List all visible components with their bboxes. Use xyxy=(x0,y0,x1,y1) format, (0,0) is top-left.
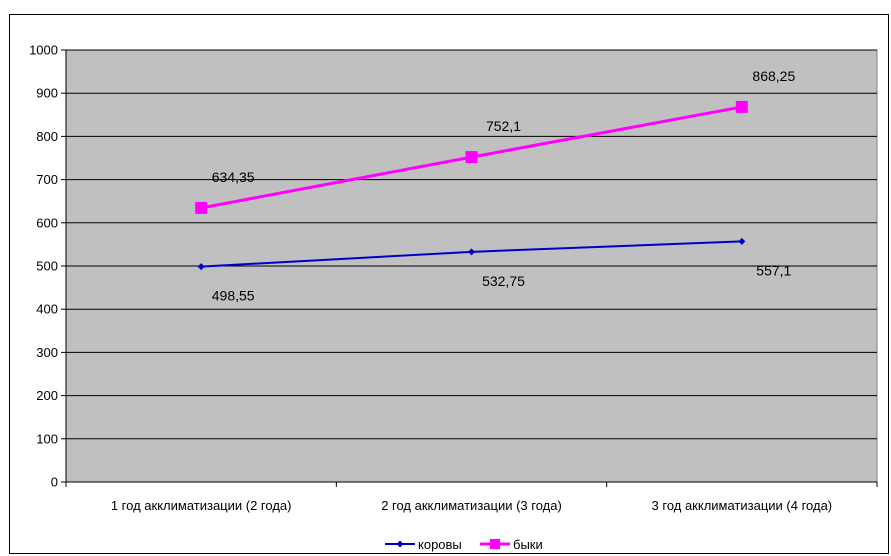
data-point-square xyxy=(735,100,748,113)
y-tick-label: 1000 xyxy=(29,43,58,58)
axes: 0 100 200 300 400 500 600 700 800 900 1000 1 год ак… xyxy=(29,43,878,513)
y-tick-label: 200 xyxy=(36,388,58,403)
data-point-square xyxy=(195,201,208,214)
data-label: 557,1 xyxy=(756,262,791,278)
y-tick-label: 500 xyxy=(36,259,58,274)
y-tick-label: 400 xyxy=(36,302,58,317)
legend-marker-square xyxy=(490,539,500,549)
y-tick-label: 600 xyxy=(36,215,58,230)
data-label: 752,1 xyxy=(486,118,521,134)
data-label: 868,25 xyxy=(752,68,795,84)
data-label: 498,55 xyxy=(212,288,255,304)
y-tick-label: 300 xyxy=(36,345,58,360)
series-layer: 498,55 532,75 557,1 634,35 752,1 868,25 xyxy=(195,68,795,304)
data-point-square xyxy=(465,151,478,164)
x-tick-label: 1 год акклиматизации (2 года) xyxy=(111,498,292,513)
y-tick-label: 900 xyxy=(36,86,58,101)
legend-label: быки xyxy=(513,537,543,552)
data-label: 634,35 xyxy=(212,169,255,185)
legend-label: коровы xyxy=(418,537,462,552)
y-tick-label: 800 xyxy=(36,129,58,144)
x-tick-label: 2 год акклиматизации (3 года) xyxy=(381,498,562,513)
data-point-diamond xyxy=(468,248,475,256)
data-label: 532,75 xyxy=(482,273,525,289)
y-tick-label: 100 xyxy=(36,431,58,446)
y-tick-label: 700 xyxy=(36,172,58,187)
data-point-diamond xyxy=(738,237,746,245)
data-point-diamond xyxy=(197,263,205,271)
legend-marker-diamond xyxy=(396,540,404,548)
legend: коровы быки xyxy=(385,537,543,552)
x-tick-label: 3 год акклиматизации (4 года) xyxy=(652,498,833,513)
y-tick-label: 0 xyxy=(51,475,58,490)
